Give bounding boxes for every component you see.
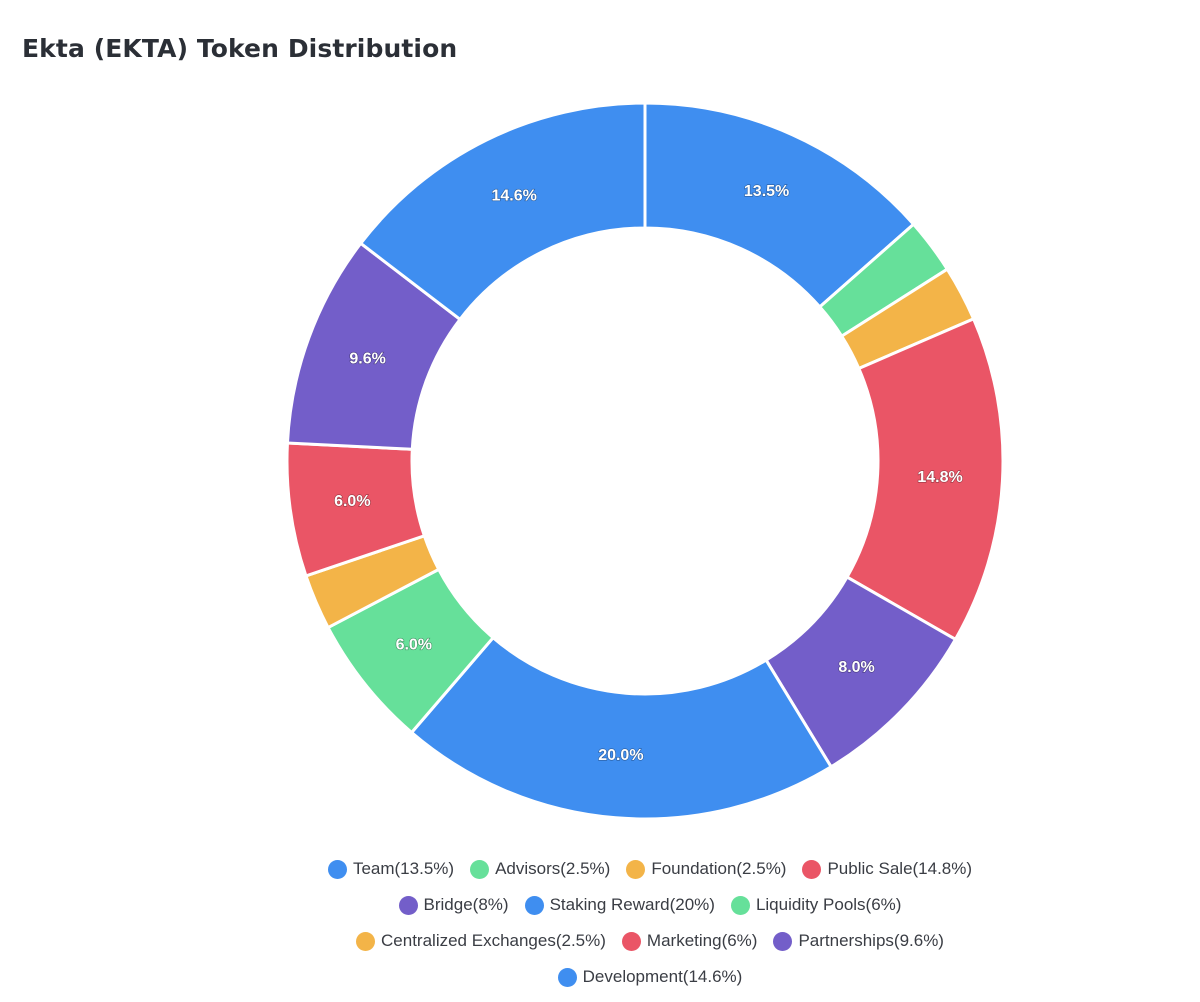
legend-dot-icon — [356, 931, 376, 951]
legend-label: Liquidity Pools(6%) — [755, 895, 902, 914]
data-labels-layer: 13.5% 14.8% 8.0% 20.0% 6.0% 6.0% 9.6% 14.6% — [333, 183, 963, 765]
legend-item-0[interactable]: Team(13.5%) — [327, 858, 455, 880]
legend-label: Public Sale(14.8%) — [827, 859, 973, 878]
data-label-3: 14.8% — [917, 469, 962, 486]
legend-dot-icon — [524, 895, 544, 915]
data-label-8: 6.0% — [334, 493, 370, 510]
legend-item-5[interactable]: Staking Reward(20%) — [524, 894, 715, 916]
data-label-6: 6.0% — [396, 637, 432, 654]
slice-5[interactable] — [409, 635, 834, 821]
legend-item-6[interactable]: Liquidity Pools(6%) — [730, 894, 902, 916]
legend-label: Partnerships(9.6%) — [798, 931, 944, 950]
legend-label: Team(13.5%) — [352, 859, 455, 878]
legend-dot-icon — [557, 967, 577, 987]
legend-dot-icon — [621, 931, 641, 951]
legend-dot-icon — [802, 859, 822, 879]
legend-dot-icon — [773, 931, 793, 951]
data-label-9: 9.6% — [349, 351, 385, 368]
legend-dot-icon — [470, 859, 490, 879]
legend-item-1[interactable]: Advisors(2.5%) — [470, 858, 610, 880]
legend-item-10[interactable]: Development(14.6%) — [557, 966, 743, 988]
legend-dot-icon — [626, 859, 646, 879]
slice-10[interactable] — [358, 101, 647, 322]
legend-label: Staking Reward(20%) — [549, 895, 715, 914]
data-label-0: 13.5% — [744, 183, 789, 200]
legend-label: Marketing(6%) — [646, 931, 758, 950]
legend-dot-icon — [730, 895, 750, 915]
chart-title: Ekta (EKTA) Token Distribution — [22, 34, 458, 63]
legend-label: Bridge(8%) — [423, 895, 509, 914]
slices-layer — [285, 101, 1005, 821]
legend-label: Development(14.6%) — [582, 967, 743, 986]
legend-item-2[interactable]: Foundation(2.5%) — [626, 858, 786, 880]
legend-item-7[interactable]: Centralized Exchanges(2.5%) — [356, 930, 606, 952]
data-label-5: 20.0% — [598, 747, 643, 764]
legend-item-8[interactable]: Marketing(6%) — [621, 930, 758, 952]
legend-label: Centralized Exchanges(2.5%) — [381, 931, 606, 950]
legend-item-3[interactable]: Public Sale(14.8%) — [802, 858, 972, 880]
legend-dot-icon — [327, 859, 347, 879]
legend-label: Foundation(2.5%) — [651, 859, 787, 878]
legend-item-9[interactable]: Partnerships(9.6%) — [773, 930, 944, 952]
data-label-4: 8.0% — [838, 659, 874, 676]
legend-label: Advisors(2.5%) — [495, 859, 611, 878]
data-label-10: 14.6% — [491, 188, 536, 205]
legend-dot-icon — [398, 895, 418, 915]
legend: Team(13.5%) Advisors(2.5%) Foundation(2.5%… — [260, 858, 1040, 988]
legend-item-4[interactable]: Bridge(8%) — [398, 894, 509, 916]
